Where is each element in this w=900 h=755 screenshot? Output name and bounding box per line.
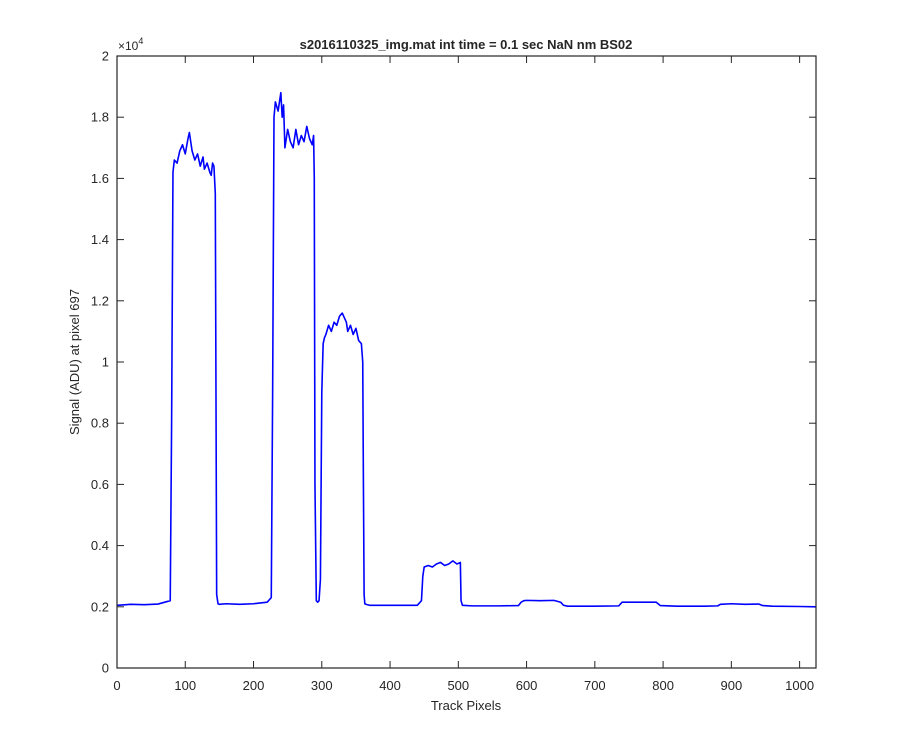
y-tick-label: 1.2 [91,293,109,308]
y-tick-label: 2 [102,49,109,64]
signal-line [116,91,817,608]
y-tick-labels: 0 0.2 0.4 0.6 0.8 1 1.2 1.4 1.6 1.8 2 [91,49,109,676]
y-tick-label: 0 [102,661,109,676]
y-exponent-base: ×10 [118,39,139,53]
y-tick-label: 1.8 [91,110,109,125]
x-tick-label: 400 [379,678,401,693]
x-tick-label: 700 [584,678,606,693]
y-axis-label: Signal (ADU) at pixel 697 [67,289,82,435]
chart-title: s2016110325_img.mat int time = 0.1 sec N… [300,37,633,52]
y-tick-label: 0.8 [91,416,109,431]
y-exponent-label: ×104 [118,36,143,53]
x-axis-label: Track Pixels [431,698,502,713]
y-tick-label: 0.6 [91,477,109,492]
x-tick-label: 1000 [785,678,814,693]
x-tick-label: 200 [243,678,265,693]
x-tick-labels: 0 100 200 300 400 500 600 700 800 900 1000 [113,678,814,693]
series-layer [116,91,817,608]
x-tick-label: 600 [516,678,538,693]
y-tick-label: 1.4 [91,232,109,247]
x-tick-label: 500 [447,678,469,693]
y-tick-label: 0.2 [91,599,109,614]
y-tick-label: 0.4 [91,538,109,553]
y-exponent-power: 4 [138,36,143,46]
x-tick-label: 800 [652,678,674,693]
y-tick-label: 1 [102,355,109,370]
axes-box [116,55,817,669]
x-tick-label: 300 [311,678,333,693]
plot-area [117,56,816,668]
x-tick-label: 100 [174,678,196,693]
x-tick-label: 0 [113,678,120,693]
y-tick-label: 1.6 [91,171,109,186]
x-tick-label: 900 [721,678,743,693]
